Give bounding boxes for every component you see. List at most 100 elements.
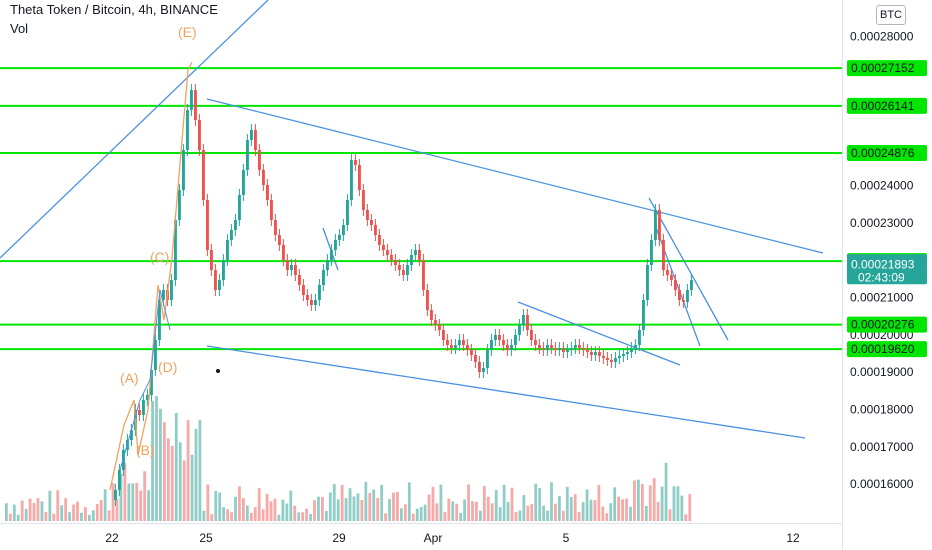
candle-body [446, 340, 449, 345]
y-tick-label: 0.00024000 [850, 179, 914, 193]
volume-bar [305, 508, 308, 521]
volume-bar [309, 513, 312, 521]
candle-body [278, 235, 281, 245]
volume-bar [431, 486, 435, 521]
candle-body [206, 200, 209, 250]
volume-bar [222, 507, 226, 521]
volume-bar [471, 501, 474, 521]
volume-bar [463, 499, 466, 521]
candle-body [178, 190, 181, 220]
volume-bar [668, 509, 672, 521]
candle-body [310, 300, 313, 305]
candle-body [154, 340, 157, 370]
volume-bar [407, 482, 411, 521]
candle-body [654, 210, 657, 240]
candle-body [454, 345, 457, 348]
volume-bar [648, 485, 652, 521]
volume-bar [107, 510, 111, 521]
candle-body [626, 352, 629, 354]
volume-bar [644, 505, 648, 521]
candle-body [282, 245, 285, 260]
candle-body [606, 358, 609, 360]
x-tick-label: 22 [105, 531, 119, 545]
level-price-tag [847, 316, 927, 333]
candle-body [342, 225, 345, 235]
candle-body [174, 220, 177, 280]
volume-bar [253, 507, 257, 521]
volume-bar [585, 489, 589, 521]
volume-bar [475, 501, 478, 521]
price-axis-separator [842, 0, 843, 550]
candle-body [554, 348, 557, 350]
candle-body [218, 280, 221, 290]
candle-body [526, 315, 529, 330]
volume-bar [518, 510, 522, 521]
volume-bar [498, 507, 502, 521]
volume-bar [234, 496, 237, 521]
volume-bar [87, 514, 91, 521]
volume-bar [396, 491, 399, 521]
volume-bar [522, 494, 526, 521]
candle-body [510, 345, 513, 350]
volume-bar [601, 506, 605, 521]
candle-body [586, 350, 589, 352]
candle-body [598, 352, 601, 356]
candle-body [530, 330, 533, 340]
volume-bar [143, 471, 147, 521]
candle-body [358, 165, 361, 190]
wave-guide-line [119, 289, 171, 471]
candle-body [338, 235, 341, 240]
volume-bar [163, 422, 166, 521]
candle-body [190, 90, 193, 110]
volume-bar [28, 498, 32, 521]
candle-body [226, 240, 229, 260]
candle-body [246, 140, 249, 170]
volume-bar [482, 486, 486, 521]
volume-bar [684, 514, 688, 521]
volume-bar [301, 512, 305, 521]
candle-body [462, 340, 465, 345]
candle-body [290, 265, 293, 270]
volume-bar [633, 480, 636, 521]
x-tick-label: 25 [199, 531, 213, 545]
candle-body [438, 325, 441, 330]
candle-body [142, 400, 145, 415]
volume-bar [44, 512, 48, 521]
y-tick-label: 0.00023000 [850, 216, 914, 230]
volume-bar [186, 419, 190, 521]
volume-bar [40, 501, 44, 521]
candle-body [250, 130, 253, 140]
volume-bar [621, 499, 624, 521]
time-axis-separator [0, 523, 842, 524]
candle-body [270, 200, 273, 220]
volume-bar [151, 400, 154, 521]
volume-bar [336, 499, 340, 521]
candle-body [350, 160, 353, 200]
candle-body [150, 370, 153, 395]
candle-body [294, 265, 297, 275]
volume-bar [206, 484, 210, 521]
candle-body [382, 245, 385, 250]
volume-bar [293, 505, 297, 521]
volume-bar [411, 513, 415, 521]
volume-bar [680, 495, 684, 521]
candle-body [410, 255, 413, 265]
volume-bar [16, 514, 20, 521]
candle-body [318, 285, 321, 300]
candle-body [482, 368, 485, 372]
candle-body [214, 270, 217, 290]
current-price-tag [847, 254, 927, 285]
volume-bar [546, 510, 549, 521]
currency-button[interactable]: BTC [876, 5, 906, 25]
candle-body [234, 220, 237, 230]
wave-label: (E) [178, 24, 197, 40]
volume-bar [672, 486, 676, 521]
candle-body [266, 185, 269, 200]
volume-bar [178, 442, 182, 521]
volume-bar [676, 486, 680, 521]
volume-bar [356, 493, 360, 521]
candle-body [578, 345, 581, 348]
candle-body [498, 335, 501, 340]
volume-bar [486, 496, 490, 521]
